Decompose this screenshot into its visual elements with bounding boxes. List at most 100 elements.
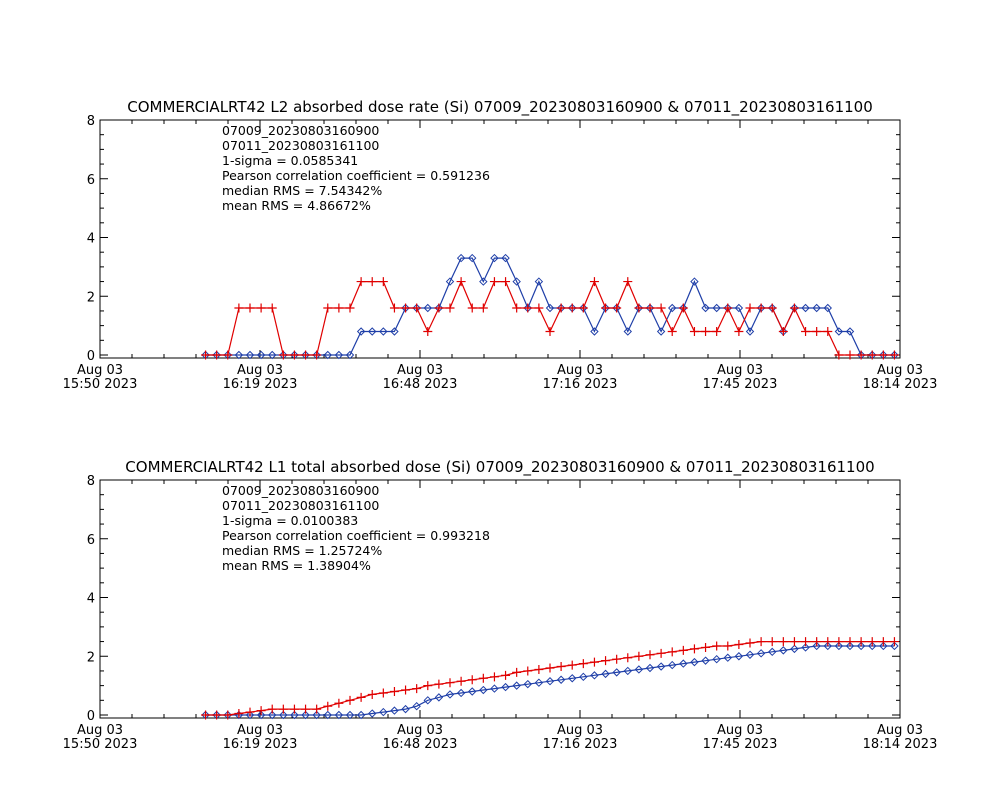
data-point	[734, 303, 744, 313]
y-tick-label: 2	[87, 650, 95, 665]
x-tick-label: Aug 03	[397, 723, 443, 738]
data-point	[501, 682, 510, 692]
data-point	[367, 689, 377, 699]
data-point	[423, 696, 432, 705]
chart-panel-1: COMMERCIALRT42 L2 absorbed dose rate (Si…	[63, 98, 938, 392]
data-point	[379, 327, 388, 336]
x-tick-label: Aug 03	[77, 363, 123, 378]
mean-rms-text: mean RMS = 1.38904%	[222, 558, 371, 573]
y-tick-label: 8	[87, 474, 95, 489]
stats-box: 07009_20230803160900 07011_2023080316110…	[222, 123, 490, 213]
data-point	[590, 671, 599, 680]
data-point	[745, 650, 755, 659]
data-point	[723, 303, 733, 313]
data-point	[278, 704, 288, 714]
data-point	[390, 327, 399, 336]
data-point	[767, 637, 777, 647]
data-point	[478, 673, 488, 683]
data-point	[723, 653, 732, 662]
data-point	[290, 710, 299, 720]
series-a-label: 07009_20230803160900	[222, 483, 379, 498]
data-point	[301, 704, 311, 714]
data-point	[312, 704, 322, 714]
data-point	[678, 645, 688, 655]
y-tick-label: 0	[87, 349, 95, 364]
x-tick-label: Aug 03	[557, 723, 603, 738]
sigma-text: 1-sigma = 0.0100383	[222, 513, 358, 528]
data-point	[623, 666, 632, 676]
data-point	[789, 637, 799, 647]
x-tick-label: 16:48 2023	[383, 377, 458, 392]
data-point	[856, 637, 866, 647]
data-point	[556, 675, 566, 684]
data-point	[823, 641, 832, 651]
x-tick-label: Aug 03	[717, 723, 763, 738]
data-point	[456, 277, 466, 287]
data-point	[523, 666, 533, 676]
data-point	[256, 710, 266, 720]
data-point	[345, 350, 355, 360]
data-point	[667, 327, 677, 336]
data-point	[690, 657, 699, 667]
y-tick-label: 0	[87, 709, 95, 724]
data-point	[345, 303, 355, 313]
x-tick-label: 15:50 2023	[63, 737, 138, 752]
data-point	[434, 693, 444, 702]
series-line	[205, 280, 895, 356]
data-point	[801, 637, 811, 647]
data-point	[756, 649, 766, 658]
data-point	[345, 710, 355, 720]
data-point	[745, 638, 755, 648]
y-tick-label: 4	[87, 592, 95, 607]
x-tick-label: 18:14 2023	[863, 377, 938, 392]
data-point	[489, 277, 499, 287]
data-point	[401, 704, 410, 714]
data-point	[656, 303, 666, 313]
data-point	[423, 681, 433, 691]
data-point	[823, 637, 833, 647]
y-tick-label: 2	[87, 290, 95, 305]
data-point	[467, 303, 477, 313]
data-point	[545, 677, 555, 686]
data-point	[301, 350, 311, 360]
data-point	[534, 303, 544, 313]
data-point	[289, 704, 299, 714]
data-point	[712, 654, 721, 664]
data-point	[323, 710, 332, 720]
data-point	[367, 277, 377, 287]
data-point	[801, 643, 810, 652]
data-point	[267, 704, 277, 714]
data-point	[467, 675, 477, 685]
data-point	[701, 642, 711, 652]
data-point	[845, 637, 855, 647]
data-point	[567, 660, 577, 670]
data-point	[245, 303, 255, 313]
data-point	[468, 687, 477, 696]
data-point	[701, 656, 710, 665]
data-point	[868, 641, 877, 651]
data-point	[679, 659, 688, 668]
data-point	[334, 350, 344, 360]
data-point	[489, 672, 499, 682]
series-a-label: 07009_20230803160900	[222, 123, 379, 138]
stats-box: 07009_20230803160900 07011_2023080316110…	[222, 483, 490, 573]
data-point	[523, 679, 532, 689]
data-point	[234, 709, 244, 719]
data-point	[578, 303, 588, 313]
series-b-label: 07011_20230803161100	[222, 138, 379, 153]
data-point	[434, 679, 444, 689]
data-point	[845, 327, 855, 336]
data-point	[890, 641, 899, 651]
data-point	[201, 710, 211, 720]
data-point	[612, 654, 622, 664]
data-point	[734, 652, 744, 661]
data-point	[234, 350, 244, 360]
data-point	[434, 303, 444, 313]
data-point	[378, 688, 388, 698]
y-tick-label: 6	[87, 173, 95, 188]
x-tick-label: 17:16 2023	[543, 377, 618, 392]
data-point	[634, 665, 644, 674]
data-point	[589, 277, 599, 287]
data-point	[479, 685, 488, 695]
data-point	[245, 707, 255, 717]
